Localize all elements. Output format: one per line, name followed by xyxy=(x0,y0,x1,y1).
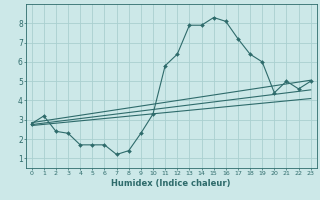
X-axis label: Humidex (Indice chaleur): Humidex (Indice chaleur) xyxy=(111,179,231,188)
